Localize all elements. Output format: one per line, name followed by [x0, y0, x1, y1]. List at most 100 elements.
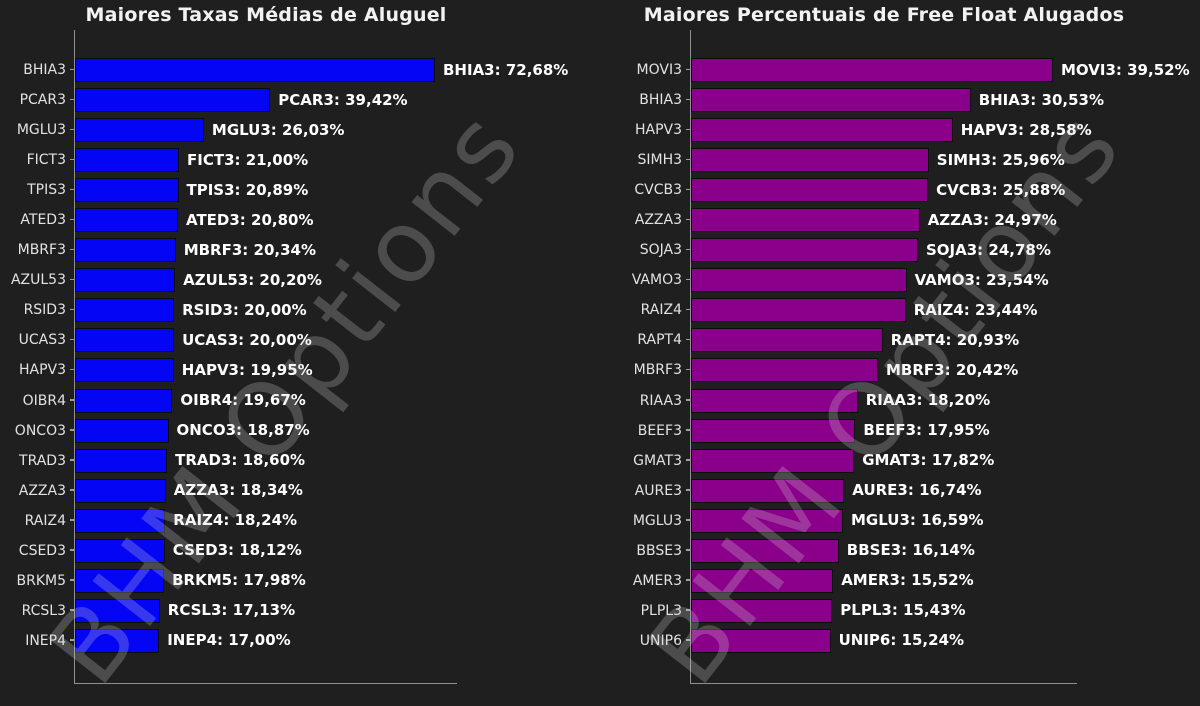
bar-value-label: RIAA3: 18,20% [865, 391, 991, 410]
bar-value-label: MBRF3: 20,34% [183, 240, 316, 259]
y-tick-mark [66, 218, 75, 222]
bar-value-label: UCAS3: 20,00% [182, 330, 312, 349]
y-tick-mark [66, 128, 75, 131]
bar [75, 478, 166, 503]
bar-value-label: AZZA3: 18,34% [173, 481, 303, 500]
bar-value-label: AURE3: 16,74% [852, 481, 982, 500]
bar-value-label: INEP4: 17,00% [167, 631, 291, 650]
y-tick-label: RCSL3 [21, 602, 66, 619]
bar-value-label: RAPT4: 20,93% [890, 330, 1020, 349]
bar-value-label: TPIS3: 20,89% [186, 180, 309, 199]
y-tick-mark [66, 549, 75, 552]
y-tick-mark [66, 309, 75, 312]
bar-value-label: MOVI3: 39,52% [1061, 60, 1190, 79]
bar-row: OIBR4 OIBR4: 19,67% [0, 386, 600, 416]
y-tick-mark [682, 639, 691, 642]
bar-row: CSED3 CSED3: 18,12% [0, 536, 600, 566]
y-tick-mark [66, 369, 75, 372]
y-tick-mark [66, 399, 75, 402]
y-tick-label: RAPT4 [637, 332, 682, 349]
y-tick-mark [682, 609, 691, 612]
bar-row: ATED3 ATED3: 20,80% [0, 205, 600, 235]
bar-row: MBRF3 MBRF3: 20,34% [0, 235, 600, 265]
bar [75, 268, 176, 293]
y-tick-label: AZUL53 [10, 272, 66, 289]
bar-row: INEP4 INEP4: 17,00% [0, 626, 600, 656]
bar-row: RIAA3 RIAA3: 18,20% [600, 386, 1200, 416]
y-tick-label: CSED3 [18, 542, 66, 559]
bar-row: BHIA3 BHIA3: 72,68% [0, 55, 600, 85]
bar [75, 358, 174, 383]
y-tick-mark [682, 459, 691, 462]
bar-row: GMAT3 GMAT3: 17,82% [600, 446, 1200, 476]
bar-row: VAMO3 VAMO3: 23,54% [600, 265, 1200, 295]
y-tick-label: MGLU3 [632, 512, 682, 529]
bar-row: AMER3 AMER3: 15,52% [600, 566, 1200, 596]
bar-row: SIMH3 SIMH3: 25,96% [600, 145, 1200, 175]
y-tick-mark [682, 489, 691, 492]
bar-row: BBSE3 BBSE3: 16,14% [600, 536, 1200, 566]
bar [691, 88, 971, 113]
y-tick-mark [682, 248, 691, 252]
y-tick-label: SIMH3 [637, 152, 682, 169]
y-tick-mark [682, 399, 691, 402]
y-tick-label: BBSE3 [636, 542, 682, 559]
x-axis-spine [690, 683, 1077, 685]
bar-value-label: VAMO3: 23,54% [914, 270, 1049, 289]
y-tick-mark [66, 609, 75, 612]
bar-value-label: RAIZ4: 18,24% [173, 511, 298, 530]
bar-row: HAPV3 HAPV3: 19,95% [0, 355, 600, 385]
bar-row: RAIZ4 RAIZ4: 23,44% [600, 295, 1200, 325]
bar [691, 598, 833, 623]
bar [691, 538, 839, 563]
y-axis-spine [74, 30, 76, 683]
y-tick-mark [66, 188, 75, 191]
bar-value-label: SOJA3: 24,78% [926, 240, 1051, 259]
bar [75, 298, 175, 323]
chart-title: Maiores Taxas Médias de Aluguel [85, 4, 447, 26]
bar-row: MOVI3 MOVI3: 39,52% [600, 55, 1200, 85]
y-tick-label: AZZA3 [18, 482, 66, 499]
y-tick-mark [682, 519, 691, 522]
bar-value-label: TRAD3: 18,60% [175, 451, 306, 470]
bar-value-label: RCSL3: 17,13% [167, 601, 296, 620]
y-tick-label: AURE3 [634, 482, 682, 499]
y-tick-label: PCAR3 [19, 92, 66, 109]
bar [691, 268, 907, 293]
y-tick-mark [682, 218, 691, 222]
bar [75, 388, 173, 413]
bar-value-label: MGLU3: 26,03% [211, 120, 345, 139]
y-tick-label: RSID3 [23, 302, 66, 319]
y-tick-label: AMER3 [632, 572, 682, 589]
bar-row: UNIP6 UNIP6: 15,24% [600, 626, 1200, 656]
bar [691, 118, 953, 143]
bar-value-label: AMER3: 15,52% [841, 571, 974, 590]
y-tick-label: TPIS3 [27, 182, 66, 199]
bar [691, 208, 920, 233]
y-tick-label: RAIZ4 [24, 512, 66, 529]
y-tick-mark [66, 489, 75, 492]
y-tick-label: BHIA3 [23, 62, 66, 79]
bar-row: MBRF3 MBRF3: 20,42% [600, 355, 1200, 385]
y-tick-label: VAMO3 [631, 272, 682, 289]
y-tick-mark [682, 429, 691, 432]
y-tick-label: UCAS3 [18, 332, 66, 349]
bar [691, 358, 878, 383]
bar-value-label: GMAT3: 17,82% [862, 451, 995, 470]
bar-value-label: HAPV3: 28,58% [960, 120, 1092, 139]
y-tick-mark [682, 98, 691, 101]
y-tick-mark [682, 339, 691, 342]
bar-row: HAPV3 HAPV3: 28,58% [600, 115, 1200, 145]
bar-row: AURE3 AURE3: 16,74% [600, 476, 1200, 506]
y-tick-mark [66, 158, 75, 161]
bar [75, 448, 168, 473]
y-tick-label: AZZA3 [634, 212, 682, 229]
bars-area: BHIA3 BHIA3: 72,68% PCAR3 PCAR3: 39,42% MGLU… [0, 55, 600, 656]
y-tick-mark [682, 128, 691, 131]
y-tick-label: RAIZ4 [640, 302, 682, 319]
bar [691, 508, 843, 533]
y-tick-label: MBRF3 [633, 362, 682, 379]
bar-value-label: PCAR3: 39,42% [278, 90, 408, 109]
bar [75, 118, 204, 143]
y-tick-mark [66, 279, 75, 282]
